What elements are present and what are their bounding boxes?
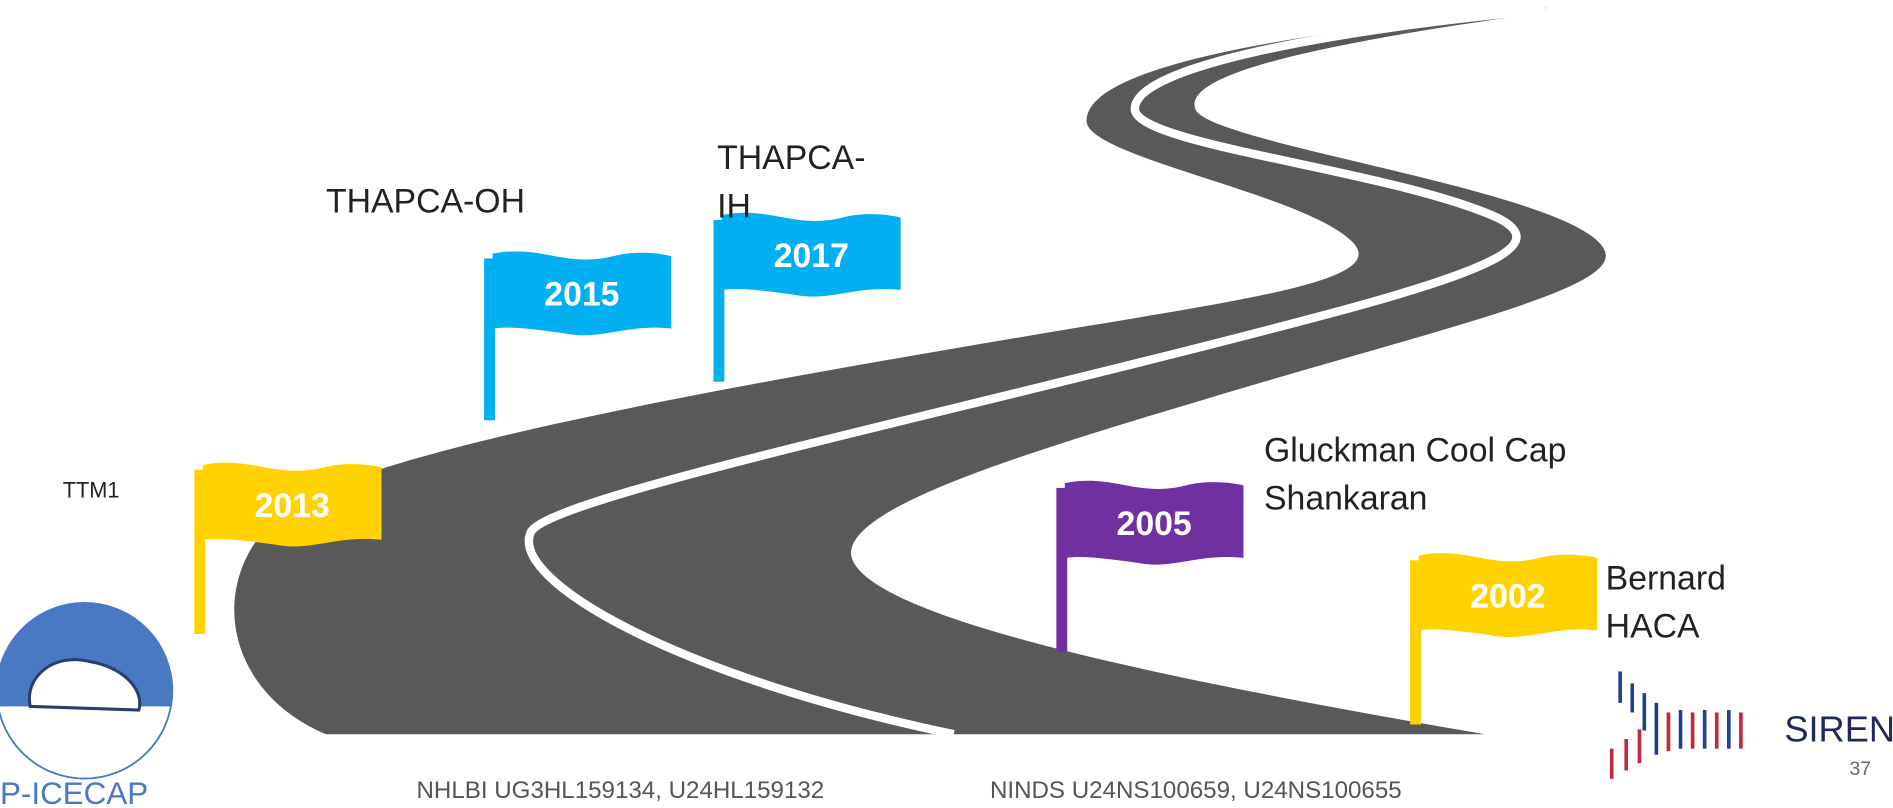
flag-label: THAPCA-: [717, 139, 865, 177]
logo-text: P-ICECAP: [0, 776, 148, 808]
road: [234, 6, 1606, 734]
flag-year: 2005: [1117, 505, 1192, 543]
flag-label: IH: [717, 187, 751, 225]
flag-label: Bernard: [1606, 559, 1726, 597]
flag-label: Gluckman Cool Cap: [1264, 431, 1566, 469]
funding-text: NHLBI UG3HL159134, U24HL159132: [417, 777, 825, 804]
page-number: 37: [1850, 759, 1871, 780]
flag-year: 2013: [255, 487, 330, 525]
flag-label: Shankaran: [1264, 480, 1427, 518]
logo-text: SIREN: [1784, 708, 1893, 749]
flag-label: HACA: [1606, 608, 1700, 646]
flag-year: 2017: [774, 237, 849, 275]
page: 2013 TTM1 2015 THAPCA-OH 2017 THAPCA- IH 2005 Gl…: [0, 0, 1893, 808]
picecap-logo: P-ICECAP: [0, 604, 175, 808]
slide: 2013 TTM1 2015 THAPCA-OH 2017 THAPCA- IH 2005 Gl…: [0, 0, 1893, 808]
flag-year: 2015: [544, 276, 619, 314]
flag-label: THAPCA-OH: [326, 183, 525, 221]
flag-year: 2002: [1470, 577, 1545, 615]
flag-label: TTM1: [63, 478, 120, 503]
funding-text: NINDS U24NS100659, U24NS100655: [990, 777, 1402, 804]
